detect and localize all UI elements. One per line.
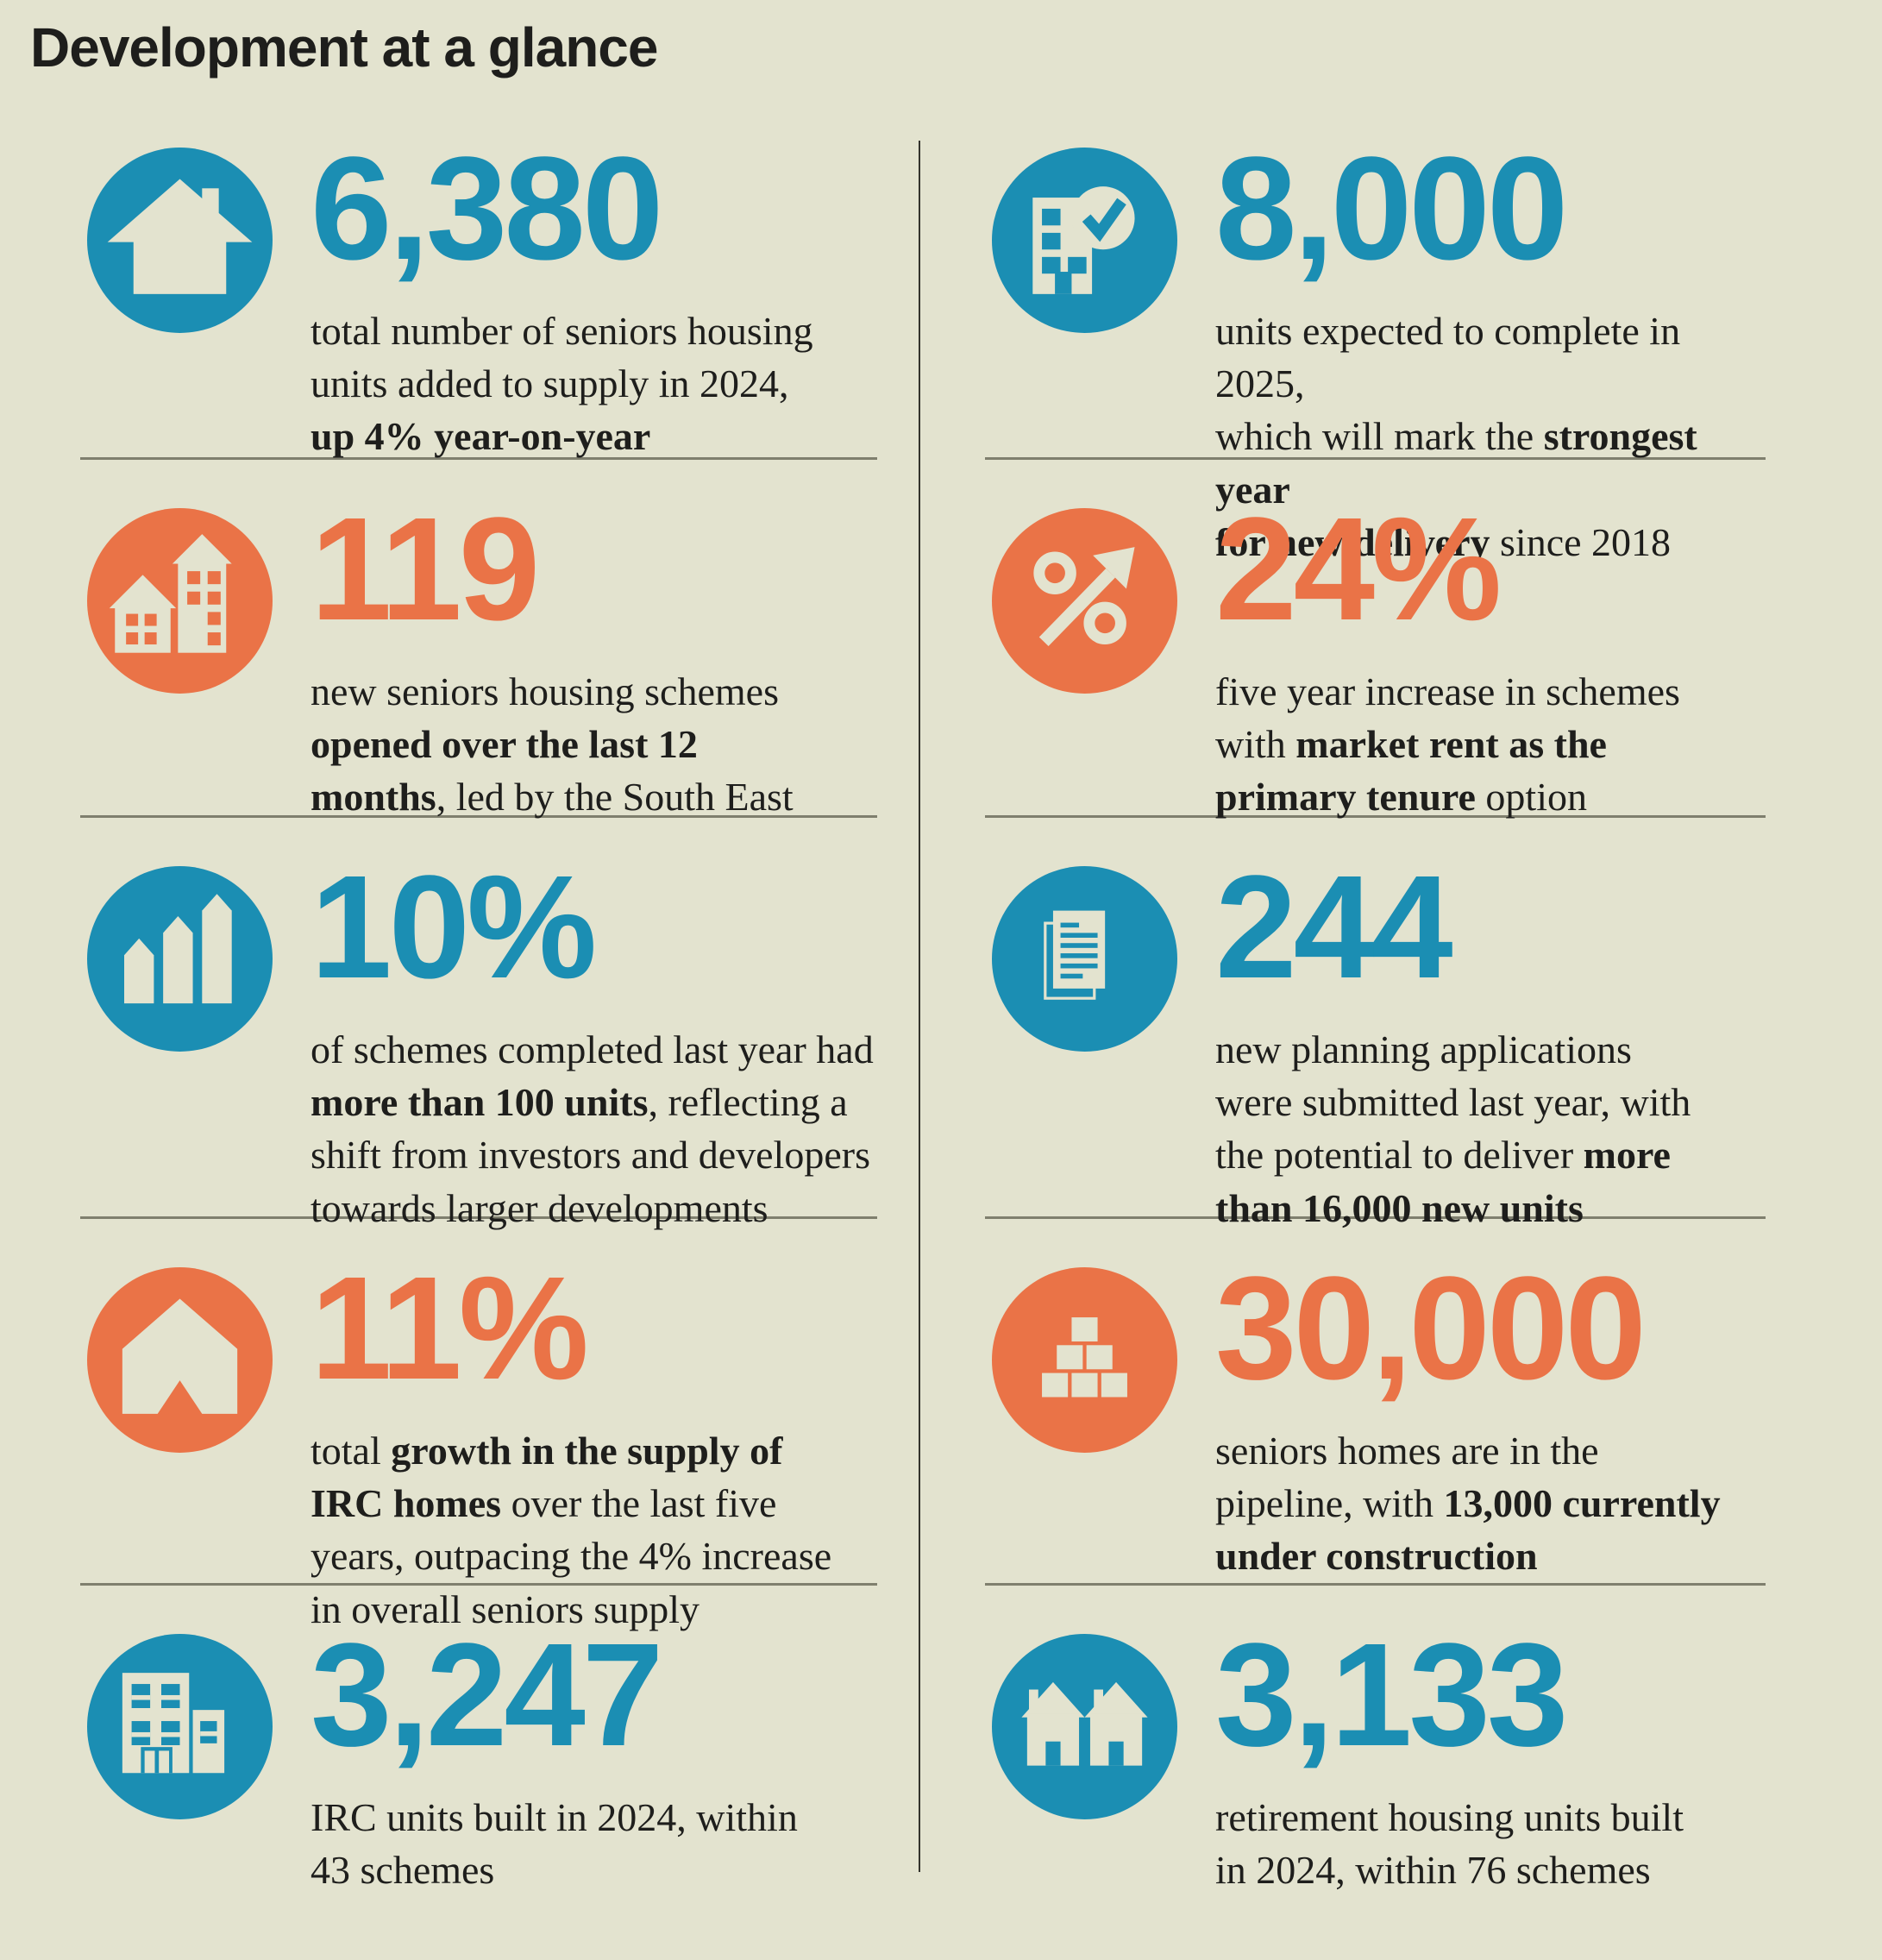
stat-units-completing-2025: 8,000 units expected to complete in 2025… (985, 99, 1766, 564)
left-column: 6,380 total number of seniors housing un… (80, 99, 877, 1960)
irc-building-icon (87, 1634, 273, 1819)
stat-description: new planning applications were submitted… (1215, 1027, 1691, 1230)
percent-arrow-icon (992, 508, 1177, 694)
stat-planning-applications: 244 new planning applications were submi… (985, 815, 1766, 1230)
stat-description: IRC units built in 2024, within 43 schem… (311, 1795, 798, 1893)
stat-value: 3,133 (1215, 1613, 1568, 1777)
building-check-icon (992, 148, 1177, 333)
stat-description: seniors homes are in the pipeline, with … (1215, 1429, 1721, 1579)
percent-arrow-icon (992, 508, 1177, 694)
stat-new-schemes: 119 new seniors housing schemes opened o… (80, 457, 877, 819)
stat-content: 30,000 seniors homes are in the pipeline… (1215, 1255, 1766, 1583)
stat-value: 3,247 (311, 1613, 663, 1777)
stat-value: 244 (1215, 845, 1453, 1009)
growth-bars-icon (87, 866, 273, 1052)
stat-value: 10% (311, 845, 597, 1009)
stat-content: 3,247 IRC units built in 2024, within 43… (311, 1622, 877, 1896)
apartment-buildings-icon (87, 508, 273, 694)
stat-description: total growth in the supply of IRC homes … (311, 1429, 832, 1631)
stat-value: 30,000 (1215, 1247, 1647, 1410)
stat-content: 244 new planning applications were submi… (1215, 854, 1766, 1234)
page-title: Development at a glance (30, 16, 658, 79)
stat-value: 119 (311, 487, 540, 651)
stat-description: new seniors housing schemes opened over … (311, 669, 794, 820)
stat-description: of schemes completed last year had more … (311, 1027, 874, 1230)
stat-content: 119 new seniors housing schemes opened o… (311, 496, 877, 824)
irc-building-icon (87, 1634, 273, 1819)
stat-content: 24% five year increase in schemes with m… (1215, 496, 1766, 824)
two-houses-icon (992, 1634, 1177, 1819)
planning-document-icon (992, 866, 1177, 1052)
house-icon (87, 148, 273, 333)
stat-retirement-units-built: 3,133 retirement housing units built in … (985, 1583, 1766, 1960)
center-divider (919, 141, 920, 1872)
stat-pipeline-homes: 30,000 seniors homes are in the pipeline… (985, 1216, 1766, 1583)
stat-value: 11% (311, 1247, 589, 1410)
building-check-icon (992, 148, 1177, 333)
stat-content: 11% total growth in the supply of IRC ho… (311, 1255, 877, 1636)
stat-seniors-units-added: 6,380 total number of seniors housing un… (80, 99, 877, 458)
growth-bars-icon (87, 866, 273, 1052)
stat-value: 24% (1215, 487, 1502, 651)
stat-irc-growth: 11% total growth in the supply of IRC ho… (80, 1216, 877, 1631)
apartment-buildings-icon (87, 508, 273, 694)
stat-content: 6,380 total number of seniors housing un… (311, 135, 877, 463)
bricks-icon (992, 1267, 1177, 1453)
right-column: 8,000 units expected to complete in 2025… (985, 99, 1766, 1960)
stat-market-rent-increase: 24% five year increase in schemes with m… (985, 457, 1766, 819)
stat-irc-units-built: 3,247 IRC units built in 2024, within 43… (80, 1583, 877, 1960)
stat-value: 6,380 (311, 127, 663, 291)
planning-document-icon (992, 866, 1177, 1052)
stat-content: 8,000 units expected to complete in 2025… (1215, 135, 1766, 569)
stat-content: 3,133 retirement housing units built in … (1215, 1622, 1766, 1896)
stat-description: five year increase in schemes with marke… (1215, 669, 1680, 820)
bricks-icon (992, 1267, 1177, 1453)
stat-value: 8,000 (1215, 127, 1568, 291)
stat-content: 10% of schemes completed last year had m… (311, 854, 877, 1234)
house-arrow-icon (87, 1267, 273, 1453)
stat-description: total number of seniors housing units ad… (311, 309, 813, 459)
house-arrow-icon (87, 1267, 273, 1453)
stat-description: units expected to complete in 2025, whic… (1215, 309, 1697, 564)
two-houses-icon (992, 1634, 1177, 1819)
house-icon (87, 148, 273, 333)
stat-description: retirement housing units built in 2024, … (1215, 1795, 1684, 1893)
stat-large-schemes: 10% of schemes completed last year had m… (80, 815, 877, 1230)
